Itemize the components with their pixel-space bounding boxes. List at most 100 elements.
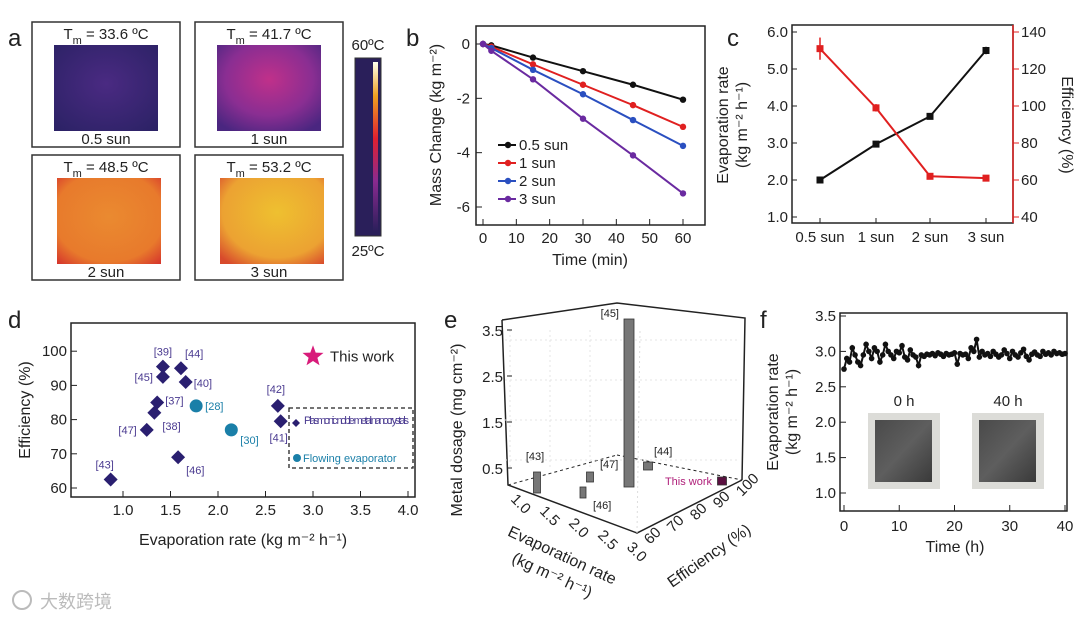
data-point <box>816 176 824 184</box>
series-Plasmonic-noble-metal-nanocrystals: [39] [45] [44] [40] [37] [38] [47] [46] [43] [42]… <box>95 347 288 487</box>
data-point <box>529 76 537 83</box>
legend-label: 1 sun <box>519 155 556 172</box>
thermal-image <box>54 45 158 131</box>
temp-value: = 53.2 ºC <box>245 159 312 176</box>
data-point <box>951 350 958 356</box>
y-right-tick-label: 80 <box>1021 135 1038 152</box>
x-tick-label: 50 <box>641 230 658 247</box>
data-point <box>679 142 687 150</box>
data-point <box>629 152 637 159</box>
data-point <box>926 172 934 180</box>
diamond-marker <box>155 359 170 374</box>
grid-line <box>636 329 641 534</box>
sun-caption: 3 sun <box>251 264 288 281</box>
temp-subscript: m <box>73 168 82 180</box>
data-point <box>852 352 858 358</box>
z-tick-label: 2.5 <box>482 369 503 386</box>
panel-label-d: d <box>8 307 21 334</box>
data-point <box>1006 355 1013 362</box>
data-point <box>874 348 880 355</box>
data-point <box>896 350 903 356</box>
x-tick-label: 0 <box>479 230 487 247</box>
data-point <box>872 104 880 112</box>
temp-symbol: T <box>226 26 235 43</box>
x-tick-label: 3 sun <box>968 229 1005 246</box>
temperature-label: Tm = 53.2 ºC <box>226 159 311 180</box>
data-point <box>1026 357 1032 363</box>
bar-3d: [45] <box>601 308 635 488</box>
x-tick-label: 10 <box>508 230 525 247</box>
sun-caption: 0.5 sun <box>81 131 130 148</box>
y-tick-label: 70 <box>50 446 67 463</box>
data-point <box>529 54 537 61</box>
point-label: [46] <box>186 465 204 477</box>
x-tick-label: 3.0 <box>623 539 650 566</box>
legend: Plasmonic noble metal nanocrystals Flowin… <box>288 407 414 469</box>
sample-photo-inset: 40 h <box>972 393 1044 489</box>
thermal-image <box>220 178 324 264</box>
bar-label: [46] <box>593 500 611 512</box>
data-point <box>866 348 872 355</box>
3d-axes <box>501 302 746 534</box>
y-tick-label: -6 <box>457 199 470 216</box>
series-line <box>819 49 987 181</box>
y-left-tick-label: 6.0 <box>767 24 788 41</box>
plot-frame <box>70 322 416 498</box>
y-left-axis-label: Evaporation rate <box>715 66 732 184</box>
y-tick-label: 3.0 <box>815 343 836 360</box>
temp-subscript: m <box>73 35 82 47</box>
data-point <box>529 66 537 74</box>
data-point <box>679 190 687 197</box>
panel-label-e: e <box>444 307 457 334</box>
z-tick-label: 0.5 <box>482 461 503 478</box>
legend-label: 3 sun <box>519 191 556 208</box>
data-point <box>860 352 867 358</box>
y-right-tick-label: 60 <box>1021 172 1038 189</box>
temp-subscript: m <box>236 35 245 47</box>
colorbar-max-label: 60ºC <box>352 37 385 54</box>
temp-symbol: T <box>63 159 72 176</box>
y-left-tick-label: 4.0 <box>767 98 788 115</box>
x-tick-label: 3.5 <box>350 502 371 519</box>
x-tick-label: 1.0 <box>507 491 534 518</box>
y-right-tick-label: 100 <box>1021 98 1046 115</box>
diamond-marker <box>270 398 285 413</box>
bar <box>579 486 587 499</box>
data-point <box>816 45 824 53</box>
y-tick-label: -4 <box>457 145 470 162</box>
x-tick-label: 2.5 <box>255 502 276 519</box>
data-point <box>907 347 914 353</box>
data-point <box>899 342 905 349</box>
point-label: [42] <box>267 384 285 396</box>
plot-frame <box>839 312 1068 512</box>
panel-label-f: f <box>760 307 767 334</box>
x-tick-label: 1.5 <box>536 503 563 530</box>
z-tick-label: 3.5 <box>482 323 503 340</box>
x-tick-label: 1 sun <box>858 229 895 246</box>
legend-marker <box>504 159 512 167</box>
sample-photo-inset: 0 h <box>868 393 940 489</box>
x-tick-label: 10 <box>891 518 908 535</box>
panel-label-b: b <box>406 25 419 52</box>
bar-label: [45] <box>601 308 619 320</box>
series-This-work: This work <box>302 345 395 365</box>
data-point <box>954 361 961 367</box>
point-label: [30] <box>240 435 258 447</box>
data-point <box>926 112 934 120</box>
panel-d-efficiency-scatter: d 1.0 1.5 2.0 2.5 3.0 3.5 4.0 60 70 80 90 100 Evapora… <box>8 307 418 549</box>
legend-marker <box>504 177 512 185</box>
y-tick-label: 100 <box>42 343 67 360</box>
y-right-tick-label: 120 <box>1021 61 1046 78</box>
data-point <box>987 353 994 360</box>
x-tick-label: 1.0 <box>113 502 134 519</box>
y-tick-label: 80 <box>50 412 67 429</box>
data-point <box>1020 346 1027 353</box>
x-axis-label: Time (min) <box>552 252 628 269</box>
y-left-tick-label: 5.0 <box>767 61 788 78</box>
x-tick-label: 2.5 <box>594 527 621 554</box>
data-point <box>846 359 853 365</box>
watermark: 大数跨境 <box>12 590 112 612</box>
floor-line <box>507 454 618 486</box>
series-3-sun <box>479 40 687 197</box>
series-2-sun <box>479 40 687 150</box>
